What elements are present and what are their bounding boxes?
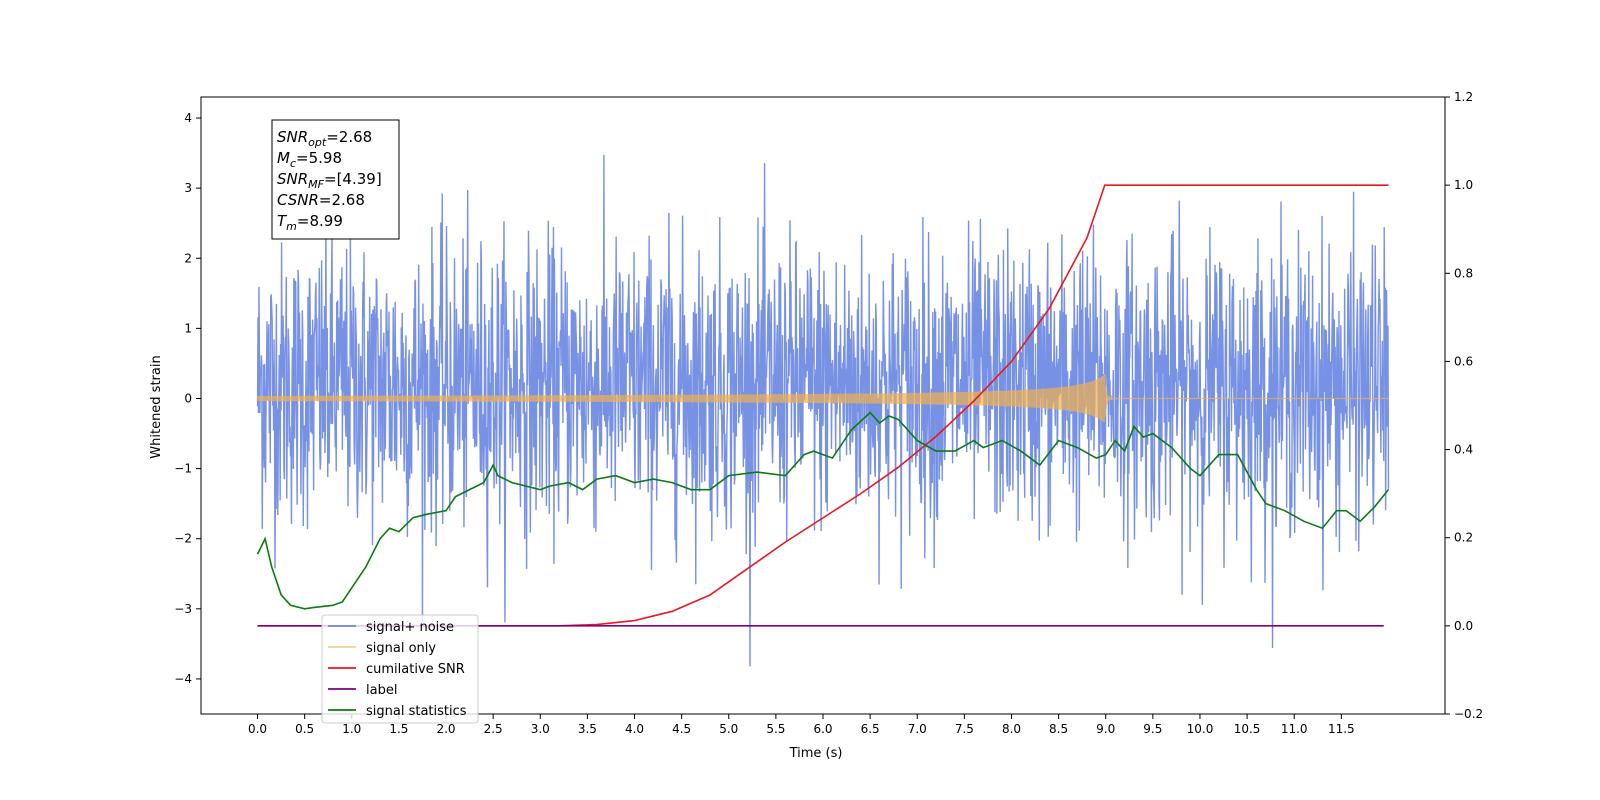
- y-left-tick-label: −1: [174, 462, 192, 476]
- x-tick-label: 6.0: [813, 722, 832, 736]
- x-tick-label: 5.5: [766, 722, 785, 736]
- series-cumulative-snr: [257, 184, 1389, 627]
- x-axis-label: Time (s): [789, 746, 843, 761]
- y-right-tick-label: 1.0: [1454, 178, 1473, 192]
- info-line: CSNR=2.68: [277, 191, 365, 209]
- x-tick-label: 7.5: [955, 722, 974, 736]
- info-box-frame: [271, 119, 400, 240]
- y-left-tick-label: 0: [184, 391, 192, 405]
- x-tick-label: 2.5: [484, 722, 503, 736]
- info-line: SNRopt=2.68: [277, 128, 372, 149]
- x-tick-label: 5.0: [719, 722, 738, 736]
- plot-series-group: [256, 154, 1390, 667]
- x-tick-label: 1.5: [389, 722, 408, 736]
- y-axis-label-left: Whitened strain: [149, 355, 164, 458]
- x-tick-label: 10.5: [1234, 722, 1261, 736]
- info-line: Tm=8.99: [277, 212, 343, 233]
- series-signal-only: [256, 373, 1389, 423]
- y-left-tick-label: 1: [184, 321, 192, 335]
- x-tick-label: 4.0: [625, 722, 644, 736]
- y-right-tick-label: 0.8: [1454, 266, 1473, 280]
- x-tick-label: 8.0: [1002, 722, 1021, 736]
- x-tick-label: 0.0: [248, 722, 267, 736]
- series-signal-statistics: [256, 411, 1390, 610]
- x-tick-label: 2.0: [436, 722, 455, 736]
- x-tick-label: 4.5: [672, 722, 691, 736]
- y-left-tick-label: 2: [184, 251, 192, 265]
- axes: 0.0 0.5 1.0 1.5 2.0 2.5 3.0 3.5 4.0 4.5 5.0 5.5 6.0 6…: [174, 90, 1483, 736]
- plot-area: [256, 154, 1390, 667]
- y-right-tick-label: 0.0: [1454, 619, 1473, 633]
- y-right-tick-label: −0.2: [1454, 707, 1483, 721]
- y-right-tick-label: 0.2: [1454, 531, 1473, 545]
- info-line: SNRMF=[4.39]: [277, 170, 382, 191]
- legend-label: signal only: [366, 641, 436, 656]
- x-tick-label: 8.5: [1049, 722, 1068, 736]
- x-tick-label: 11.0: [1281, 722, 1308, 736]
- y-right-tick-label: 0.6: [1454, 354, 1473, 368]
- x-tick-label: 0.5: [295, 722, 314, 736]
- x-tick-label: 10.0: [1187, 722, 1214, 736]
- series-signal-noise: [256, 154, 1390, 667]
- y-left-tick-label: −2: [174, 532, 192, 546]
- x-tick-label: 11.5: [1328, 722, 1355, 736]
- x-tick-label: 7.0: [908, 722, 927, 736]
- y-left-tick-label: 4: [184, 111, 192, 125]
- legend-label: signal+ noise: [366, 620, 454, 635]
- legend-label: label: [366, 683, 397, 698]
- legend-label: cumilative SNR: [366, 662, 465, 677]
- legend: signal+ noise signal only cumilative SNR la…: [321, 614, 479, 724]
- y-left-tick-label: 3: [184, 181, 192, 195]
- x-tick-label: 3.0: [531, 722, 550, 736]
- y-right-tick-label: 0.4: [1454, 443, 1473, 457]
- y-left-tick-label: −3: [174, 602, 192, 616]
- legend-frame: [321, 614, 479, 724]
- x-tick-label: 3.5: [578, 722, 597, 736]
- y-right-tick-label: 1.2: [1454, 90, 1473, 104]
- x-tick-label: 9.0: [1096, 722, 1115, 736]
- legend-label: signal statistics: [366, 704, 467, 719]
- x-tick-label: 6.5: [861, 722, 880, 736]
- info-line: Mc=5.98: [277, 149, 342, 170]
- x-tick-label: 1.0: [342, 722, 361, 736]
- x-tick-label: 9.5: [1143, 722, 1162, 736]
- y-left-tick-label: −4: [174, 672, 192, 686]
